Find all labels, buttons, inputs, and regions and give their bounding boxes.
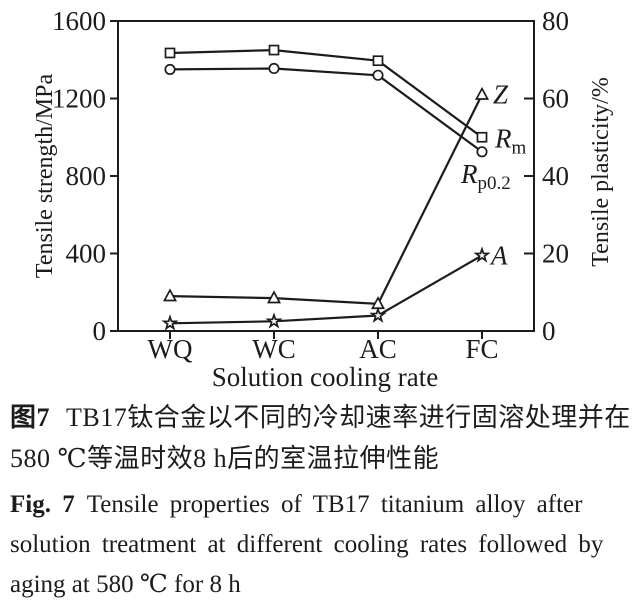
marker-star-icon — [265, 312, 283, 329]
marker-triangle-icon — [474, 86, 490, 100]
caption-zh-line2: 580 ℃等温时效8 h后的室温拉伸性能 — [10, 438, 628, 479]
series-label-Z: Z — [493, 80, 509, 110]
caption-en-line2: solution treatment at different cooling … — [10, 525, 628, 565]
series-line-Rp02 — [169, 67, 483, 153]
series-line-A — [169, 254, 483, 325]
caption-zh-line1-text: TB17钛合金以不同的冷却速率进行固溶处理并在 — [66, 403, 631, 432]
right-axis-tick-label: 20 — [542, 239, 569, 269]
figure-caption: 图7 TB17钛合金以不同的冷却速率进行固溶处理并在 580 ℃等温时效8 h后的… — [0, 397, 637, 601]
series-label-subscript: m — [512, 137, 527, 158]
x-category-label: AC — [359, 334, 397, 364]
left-axis-tick-label: 0 — [93, 316, 107, 346]
tensile-properties-chart: 0 400 800 1200 1600 0 20 40 60 80 WQ WC AC FC Solution… — [32, 6, 614, 392]
caption-en-line3-text: aging at 580 ℃ for 8 h — [10, 571, 241, 598]
x-category-label: WC — [252, 334, 296, 364]
marker-circle-icon — [476, 146, 488, 158]
caption-en-line3: aging at 580 ℃ for 8 h — [10, 565, 628, 601]
left-axis-tick-label: 400 — [66, 239, 107, 269]
marker-triangle-icon — [266, 290, 282, 304]
x-category-label: FC — [465, 334, 498, 364]
series-markers — [161, 44, 491, 331]
left-axis-tick-label: 1200 — [52, 84, 106, 114]
marker-square-icon — [372, 55, 384, 67]
marker-circle-icon — [372, 69, 384, 81]
right-axis-tick-label: 80 — [542, 6, 569, 36]
marker-star-icon — [369, 306, 387, 323]
caption-zh-line2-text: 580 ℃等温时效8 h后的室温拉伸性能 — [10, 444, 440, 473]
marker-square-icon — [476, 131, 488, 143]
series-label-Rm: Rm — [494, 123, 527, 158]
series-label-A: A — [489, 240, 508, 270]
right-axis-title: Tensile plasticity/% — [588, 77, 614, 267]
caption-zh-figure-label: 图7 — [10, 403, 51, 432]
marker-circle-icon — [164, 63, 176, 75]
left-axis-title: Tensile strength/MPa — [32, 74, 58, 279]
caption-en-line1-text: Tensile properties of TB17 titanium allo… — [86, 491, 583, 518]
caption-zh-line1: 图7 TB17钛合金以不同的冷却速率进行固溶处理并在 — [10, 397, 631, 438]
x-axis-title: Solution cooling rate — [212, 362, 438, 392]
marker-star-icon — [473, 246, 491, 263]
series-label-subscript: p0.2 — [478, 173, 511, 194]
series-line-Rm — [169, 48, 483, 139]
caption-en-line2-text: solution treatment at different cooling … — [10, 531, 604, 558]
left-axis-tick-label: 800 — [66, 161, 107, 191]
right-axis-tick-label: 0 — [542, 316, 556, 346]
series-label-Rp02: Rp0.2 — [460, 159, 511, 194]
series-line-Z — [169, 94, 483, 306]
caption-en-line1: Fig. 7 Tensile properties of TB17 titaniu… — [10, 485, 628, 525]
marker-star-icon — [161, 314, 179, 331]
x-category-label: WQ — [148, 334, 193, 364]
marker-circle-icon — [268, 62, 280, 75]
right-axis-tick-label: 40 — [542, 161, 569, 191]
marker-triangle-icon — [162, 288, 178, 302]
marker-square-icon — [268, 44, 280, 56]
caption-en-figure-label: Fig. 7 — [10, 491, 75, 518]
left-axis-tick-label: 1600 — [52, 6, 106, 36]
marker-square-icon — [164, 47, 176, 59]
right-axis-tick-label: 60 — [542, 84, 569, 114]
series-lines — [169, 48, 483, 325]
